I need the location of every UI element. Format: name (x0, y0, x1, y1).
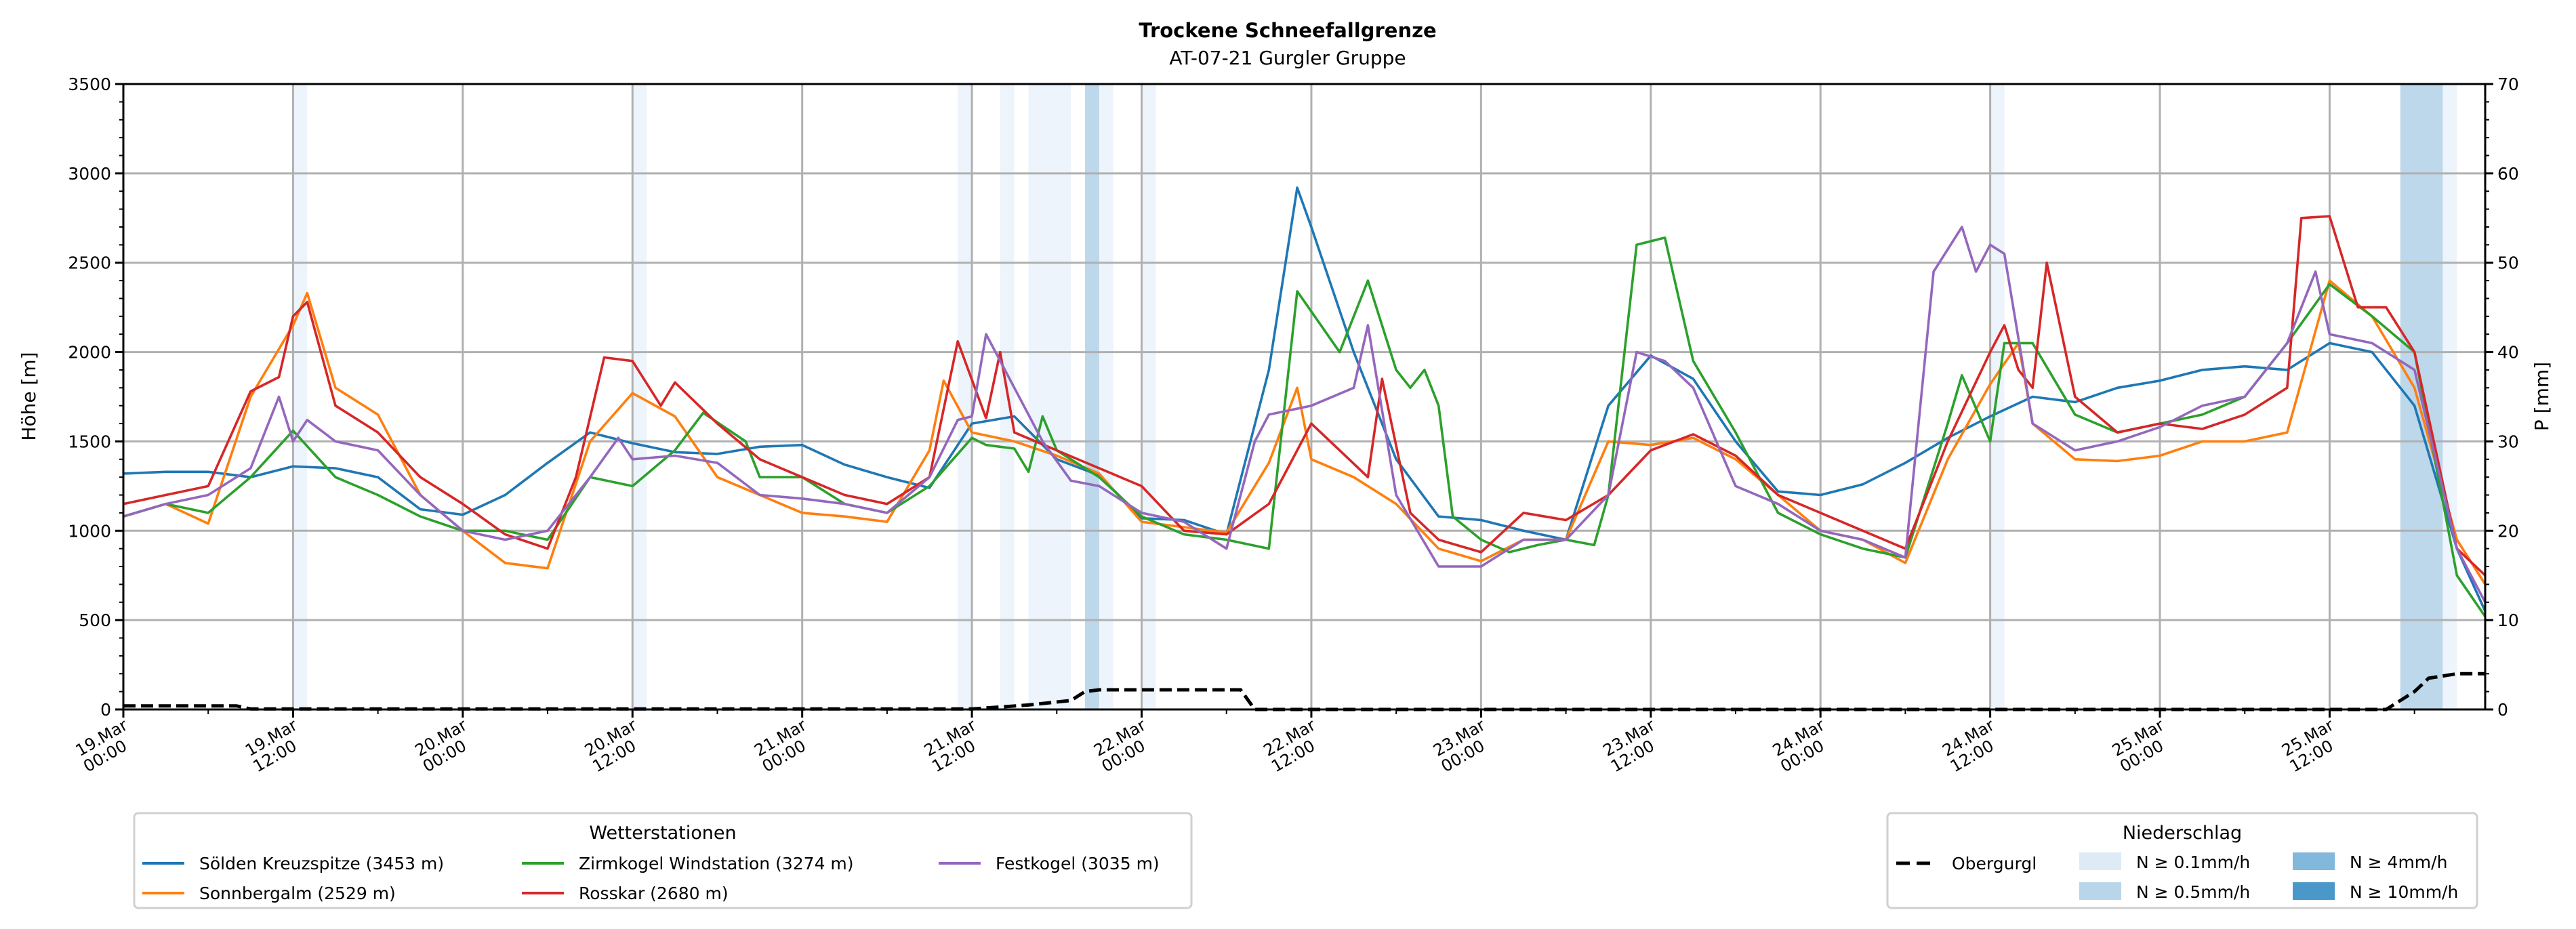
y-tick-label: 2000 (68, 343, 111, 363)
precip-band (1099, 84, 1113, 709)
y-tick-label: 3500 (68, 75, 111, 94)
legend-stations-box (133, 812, 1193, 909)
y-tick-label: 0 (100, 700, 111, 720)
series-line (123, 279, 2487, 585)
y-tick-label: 500 (79, 611, 111, 630)
legend-precip-swatch (2079, 852, 2121, 870)
y-right-tick-label: 40 (2497, 343, 2519, 363)
legend-label: Zirmkogel Windstation (3274 m) (579, 854, 854, 873)
y-tick-label: 3000 (68, 164, 111, 184)
legend-label: N ≥ 0.5mm/h (2136, 882, 2250, 902)
legend-stations: Wetterstationen Sölden Kreuzspitze (3453 … (133, 812, 1193, 909)
series-line (123, 186, 2487, 612)
precip-band (1085, 84, 1099, 709)
grid (122, 83, 2485, 711)
legend-label: N ≥ 0.1mm/h (2136, 852, 2250, 872)
precip-band (1141, 84, 1156, 709)
y-tick-label: 1000 (68, 521, 111, 541)
chart-subtitle: AT-07-21 Gurgler Gruppe (1169, 47, 1406, 69)
precip-band (2442, 84, 2457, 709)
y-tick-label: 1500 (68, 432, 111, 451)
series-lines (123, 186, 2487, 711)
y-right-tick-label: 50 (2497, 253, 2519, 273)
precip-obergurgl-line (123, 672, 2485, 711)
legend-precip-title: Niederschlag (2123, 823, 2242, 844)
legend-label: Festkogel (3035 m) (996, 854, 1160, 873)
legend-label: Rosskar (2680 m) (579, 884, 729, 903)
series-line (123, 215, 2487, 577)
y-right-tick-label: 30 (2497, 432, 2519, 451)
precip-band (1028, 84, 1071, 709)
y-right-tick-label: 20 (2497, 521, 2519, 541)
legend-precip-swatch (2293, 882, 2335, 900)
y-axis-label: Höhe [m] (18, 352, 40, 440)
series-line (123, 226, 2487, 603)
precip-bands (293, 84, 2457, 709)
precip-band (958, 84, 973, 709)
legend-stations-title: Wetterstationen (589, 823, 736, 844)
precip-band (293, 84, 308, 709)
legend-precip-swatch (2293, 852, 2335, 870)
legend-label: Obergurgl (1952, 854, 2037, 873)
legend-precip-swatch (2079, 882, 2121, 900)
y-tick-label: 2500 (68, 253, 111, 273)
y-axis-right-label: P [mm] (2531, 362, 2553, 431)
legend-label: N ≥ 10mm/h (2350, 882, 2458, 902)
legend-label: Sölden Kreuzspitze (3453 m) (199, 854, 444, 873)
legend-label: N ≥ 4mm/h (2350, 852, 2447, 872)
legend-precip: Niederschlag Obergurgl N ≥ 0.1mm/h N ≥ 0.5m… (1886, 812, 2478, 909)
y-right-tick-label: 70 (2497, 75, 2519, 94)
legend-label: Sonnbergalm (2529 m) (199, 884, 396, 903)
y-right-tick-label: 0 (2497, 700, 2508, 720)
chart-title: Trockene Schneefallgrenze (1139, 19, 1436, 42)
y-right-tick-label: 60 (2497, 164, 2519, 184)
y-right-tick-label: 10 (2497, 611, 2519, 630)
plot-frame (122, 83, 2487, 711)
